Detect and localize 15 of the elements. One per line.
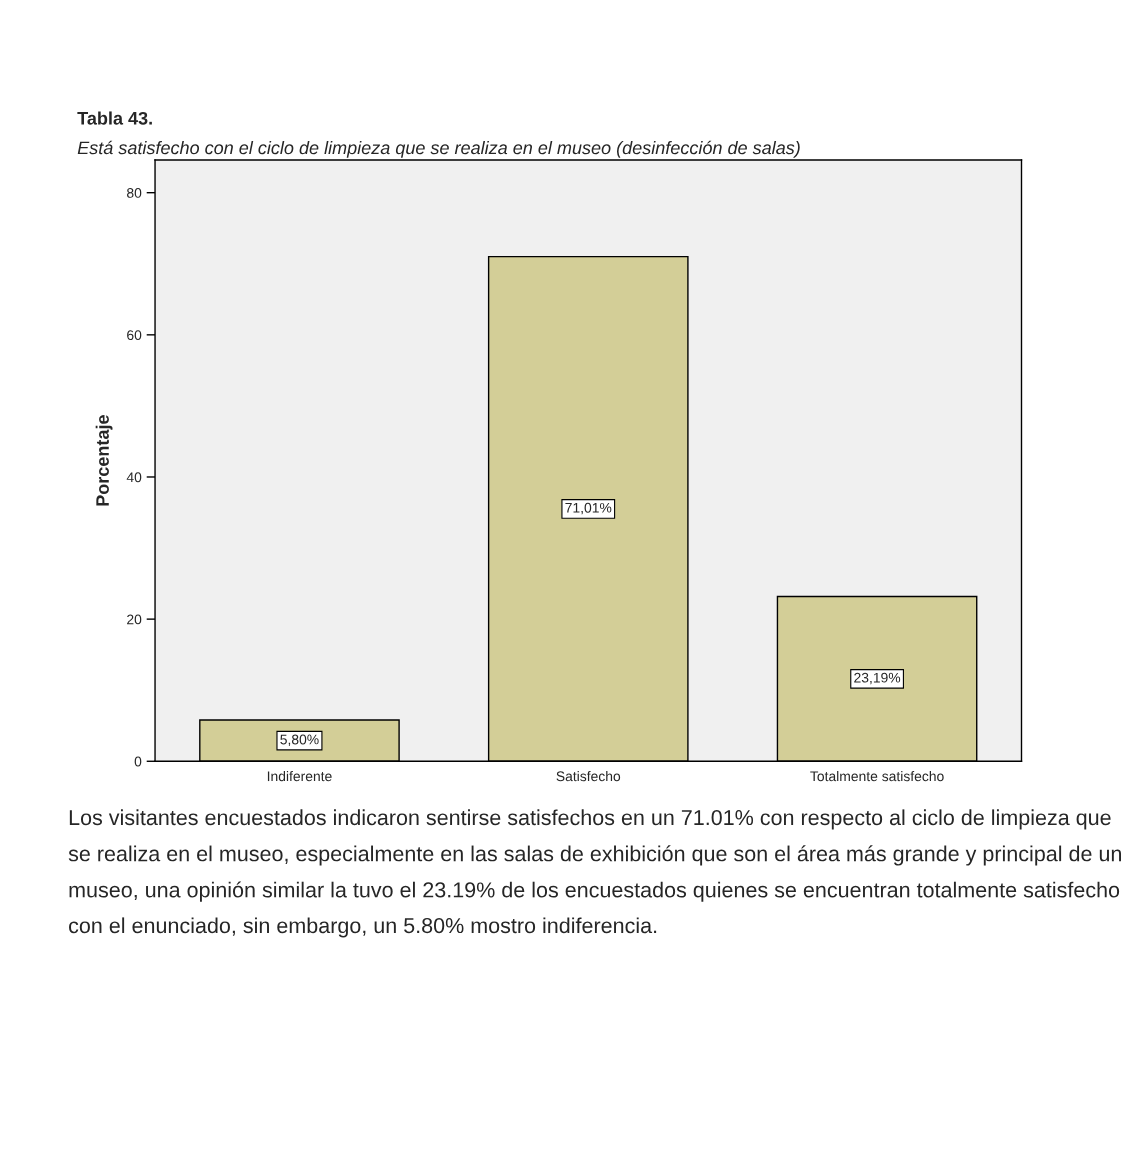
y-axis-title: Porcentaje [95,415,113,506]
text: Los visitantes encuestados indicaron sentirse satisfechos en un 71.01% con respecto al ciclo de limpieza que se realiza en el museo, especialmente en las salas de exhibición que son el área más grande y principal de un museo, una opinión similar la tuvo el 23.19% de los encuestados quienes se encuentran totalmente satisfecho con el enunciado, sin embargo, un 5.80% mostro indiferencia. [68,809,1121,938]
chart-title: Tabla 43. [77,111,152,125]
data-label: 71,01% [565,502,612,515]
x-tick-label: Indiferente [267,771,332,782]
x-tick-label: Satisfecho [556,771,621,782]
data-label: 5,80% [280,734,319,747]
y-tick-label: 0 [134,756,142,767]
y-tick-label: 60 [127,330,142,341]
y-tick-label: 40 [126,472,142,483]
x-tick-label: Totalmente satisfecho [810,771,944,782]
chart-subtitle: Está satisfecho con el ciclo de limpieza que se realiza en el museo (desinfección de salas) [77,140,800,158]
y-tick-label: 20 [127,614,142,625]
data-label: 23,19% [854,672,901,685]
y-tick-label: 80 [127,188,142,198]
